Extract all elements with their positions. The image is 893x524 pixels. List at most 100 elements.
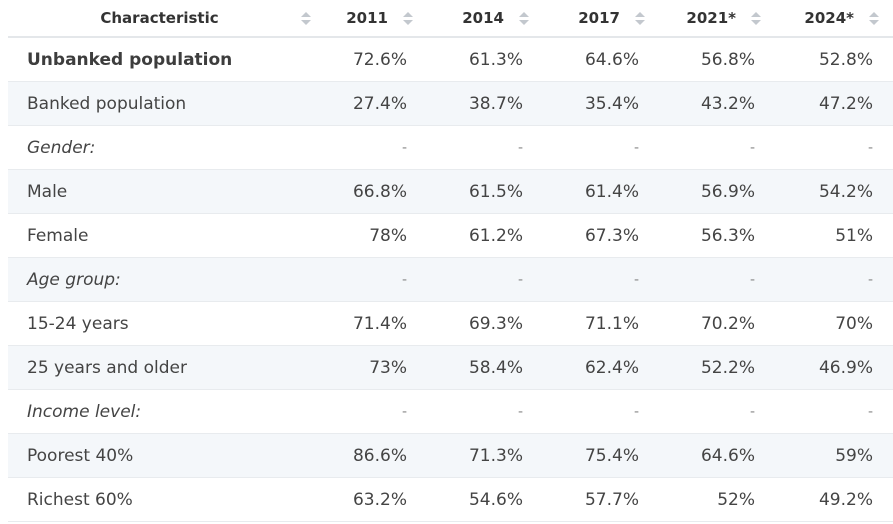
statistics-table-container: Characteristic 2011 2014 [8, 0, 893, 522]
table-cell: - [311, 389, 427, 434]
table-cell: - [311, 125, 427, 170]
table-cell: - [775, 125, 893, 170]
table-cell: 64.6% [543, 37, 659, 82]
table-cell: 49.2% [775, 477, 893, 522]
table-cell: 63.2% [311, 477, 427, 522]
column-header-characteristic[interactable]: Characteristic [8, 0, 311, 38]
table-cell: 64.6% [659, 433, 775, 478]
column-header-label: 2014 [462, 9, 504, 27]
sort-arrows-icon[interactable] [869, 11, 879, 25]
table-cell: 61.3% [427, 37, 543, 82]
table-cell: 56.9% [659, 169, 775, 214]
table-cell: 67.3% [543, 213, 659, 258]
table-cell: - [543, 389, 659, 434]
row-label: Gender: [8, 125, 311, 170]
table-header: Characteristic 2011 2014 [8, 0, 893, 38]
table-cell: 73% [311, 345, 427, 390]
table-cell: 71.1% [543, 301, 659, 346]
row-label: Male [8, 169, 311, 214]
table-row: Age group: - - - - - [8, 257, 893, 302]
table-row: Gender: - - - - - [8, 125, 893, 170]
sort-arrows-icon[interactable] [519, 11, 529, 25]
table-cell: 38.7% [427, 81, 543, 126]
table-cell: 52.2% [659, 345, 775, 390]
column-header-2024[interactable]: 2024* [775, 0, 893, 38]
table-cell: 58.4% [427, 345, 543, 390]
table-cell: 69.3% [427, 301, 543, 346]
row-label: Age group: [8, 257, 311, 302]
table-cell: - [775, 257, 893, 302]
table-cell: - [659, 389, 775, 434]
table-cell: 43.2% [659, 81, 775, 126]
column-header-label: 2024* [804, 9, 854, 27]
row-label: Banked population [8, 81, 311, 126]
table-row: 15-24 years 71.4% 69.3% 71.1% 70.2% 70% [8, 301, 893, 346]
row-label: Unbanked population [8, 37, 311, 82]
table-cell: 51% [775, 213, 893, 258]
sort-arrows-icon[interactable] [301, 11, 311, 25]
table-cell: 70% [775, 301, 893, 346]
sort-arrows-icon[interactable] [635, 11, 645, 25]
table-cell: 86.6% [311, 433, 427, 478]
sort-arrows-icon[interactable] [403, 11, 413, 25]
table-cell: 56.3% [659, 213, 775, 258]
statistics-table: Characteristic 2011 2014 [8, 0, 893, 522]
table-cell: 35.4% [543, 81, 659, 126]
table-cell: 27.4% [311, 81, 427, 126]
column-header-2014[interactable]: 2014 [427, 0, 543, 38]
column-header-2011[interactable]: 2011 [311, 0, 427, 38]
table-cell: 72.6% [311, 37, 427, 82]
table-cell: 56.8% [659, 37, 775, 82]
table-cell: - [543, 125, 659, 170]
table-row: Unbanked population 72.6% 61.3% 64.6% 56.8% 5… [8, 37, 893, 82]
table-cell: - [543, 257, 659, 302]
row-label: Female [8, 213, 311, 258]
table-row: Male 66.8% 61.5% 61.4% 56.9% 54.2% [8, 169, 893, 214]
table-cell: 75.4% [543, 433, 659, 478]
row-label: Richest 60% [8, 477, 311, 522]
row-label: Poorest 40% [8, 433, 311, 478]
column-header-label: 2011 [346, 9, 388, 27]
table-cell: 52.8% [775, 37, 893, 82]
column-header-2017[interactable]: 2017 [543, 0, 659, 38]
table-cell: 71.4% [311, 301, 427, 346]
table-cell: 66.8% [311, 169, 427, 214]
table-cell: - [427, 389, 543, 434]
column-header-label: 2021* [686, 9, 736, 27]
row-label: 25 years and older [8, 345, 311, 390]
table-cell: 62.4% [543, 345, 659, 390]
column-header-label: 2017 [578, 9, 620, 27]
table-row: Richest 60% 63.2% 54.6% 57.7% 52% 49.2% [8, 477, 893, 522]
table-cell: 78% [311, 213, 427, 258]
table-cell: 47.2% [775, 81, 893, 126]
sort-arrows-icon[interactable] [751, 11, 761, 25]
table-cell: 61.4% [543, 169, 659, 214]
table-cell: 70.2% [659, 301, 775, 346]
table-cell: - [659, 257, 775, 302]
table-cell: 61.5% [427, 169, 543, 214]
table-cell: - [659, 125, 775, 170]
table-cell: 59% [775, 433, 893, 478]
table-body: Unbanked population 72.6% 61.3% 64.6% 56.8% 5… [8, 37, 893, 522]
table-row: 25 years and older 73% 58.4% 62.4% 52.2% 46.9… [8, 345, 893, 390]
row-label: Income level: [8, 389, 311, 434]
table-cell: 61.2% [427, 213, 543, 258]
table-cell: - [427, 125, 543, 170]
table-row: Banked population 27.4% 38.7% 35.4% 43.2% 47.… [8, 81, 893, 126]
table-cell: 57.7% [543, 477, 659, 522]
table-cell: 52% [659, 477, 775, 522]
table-row: Poorest 40% 86.6% 71.3% 75.4% 64.6% 59% [8, 433, 893, 478]
table-cell: 46.9% [775, 345, 893, 390]
row-label: 15-24 years [8, 301, 311, 346]
column-header-2021[interactable]: 2021* [659, 0, 775, 38]
table-row: Female 78% 61.2% 67.3% 56.3% 51% [8, 213, 893, 258]
table-cell: 54.6% [427, 477, 543, 522]
table-cell: 71.3% [427, 433, 543, 478]
column-header-label: Characteristic [100, 9, 219, 27]
table-cell: 54.2% [775, 169, 893, 214]
table-cell: - [311, 257, 427, 302]
table-cell: - [427, 257, 543, 302]
header-row: Characteristic 2011 2014 [8, 0, 893, 38]
table-cell: - [775, 389, 893, 434]
table-row: Income level: - - - - - [8, 389, 893, 434]
